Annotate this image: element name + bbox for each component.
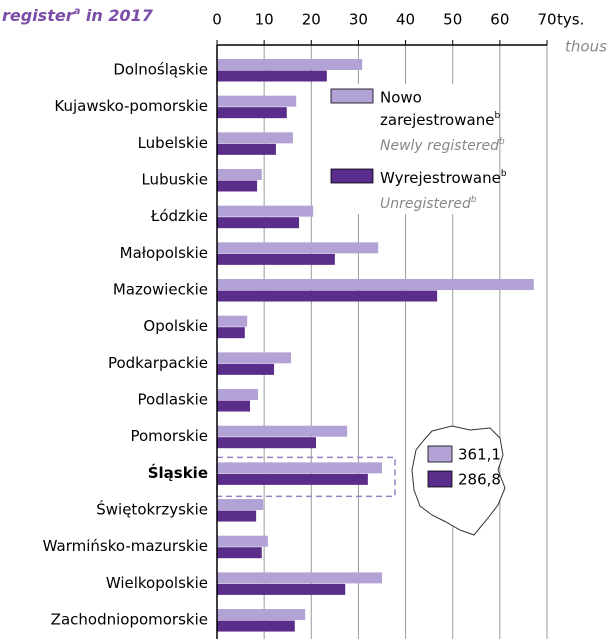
bar — [217, 437, 316, 449]
legend-label-en: Unregisteredb — [380, 195, 477, 213]
bar — [217, 290, 438, 302]
bar — [217, 217, 300, 229]
legend-label-part: zarejestrowane — [380, 111, 494, 129]
legend-sup: b — [501, 169, 507, 179]
bar — [217, 389, 259, 401]
legend-en-text: Unregistered — [380, 196, 471, 212]
bar — [217, 242, 379, 254]
y-tick-label: Łódzkie — [150, 207, 208, 225]
y-tick-label: Mazowieckie — [113, 281, 208, 299]
y-tick-label: Małopolskie — [120, 244, 208, 262]
bar — [217, 572, 382, 584]
bar — [217, 400, 250, 412]
y-tick-label: Zachodniopomorskie — [51, 611, 208, 629]
bar — [217, 510, 257, 522]
legend-swatch — [330, 168, 374, 184]
bar — [217, 547, 262, 559]
y-tick-label: Lubuskie — [141, 171, 208, 189]
bar — [217, 473, 368, 485]
legend-en-sup: b — [471, 195, 477, 205]
y-tick-label: Pomorskie — [130, 427, 208, 445]
x-tick-label: 0 — [212, 11, 222, 29]
y-tick-label: Podlaskie — [138, 391, 208, 409]
legend-swatch — [330, 88, 374, 104]
bar — [217, 253, 335, 265]
legend-bg — [325, 84, 497, 214]
bar — [217, 107, 287, 119]
bar — [217, 499, 264, 511]
bar — [217, 315, 248, 327]
bar — [217, 352, 292, 364]
legend-en-text: Newly registered — [380, 138, 499, 154]
total-swatch — [427, 445, 453, 463]
bar — [217, 609, 306, 621]
bar — [217, 279, 534, 291]
legend-label: Wyrejestrowaneb — [380, 169, 507, 187]
total-swatch — [427, 470, 453, 488]
x-tick-label: 40 — [396, 11, 415, 29]
x-tick-label: 30 — [349, 11, 368, 29]
y-tick-label: Kujawsko-pomorskie — [54, 97, 208, 115]
bar — [217, 180, 258, 192]
bar — [217, 583, 346, 595]
y-tick-label: Świętokrzyskie — [96, 500, 208, 519]
title-sup: a — [74, 6, 81, 17]
legend-label: Nowo — [380, 89, 422, 107]
total-label: 361,1 — [458, 446, 501, 464]
bar — [217, 169, 262, 181]
x-tick-label: 50 — [443, 11, 462, 29]
y-tick-label: Śląskie — [148, 463, 208, 482]
legend-label-part: Wyrejestrowane — [380, 169, 501, 187]
bar — [217, 59, 363, 70]
unit-label-en: thous — [565, 38, 607, 56]
unit-label: tys. — [557, 11, 584, 29]
title-text: register — [2, 6, 75, 25]
bar — [217, 535, 268, 547]
y-tick-label: Opolskie — [143, 317, 208, 335]
bar — [217, 132, 293, 144]
x-tick-label: 10 — [255, 11, 274, 29]
legend-label-cont: zarejestrowaneb — [380, 111, 500, 129]
bar — [217, 462, 382, 474]
y-tick-label: Podkarpackie — [108, 354, 208, 372]
x-tick-label: 70 — [537, 11, 556, 29]
bar — [217, 95, 297, 107]
total-label: 286,8 — [458, 471, 501, 489]
legend-en-sup: b — [499, 137, 505, 147]
legend-sup: b — [494, 111, 500, 121]
x-tick-label: 60 — [490, 11, 509, 29]
y-tick-label: Warmińsko-mazurskie — [43, 537, 208, 555]
chart-title: registera in 2017 — [2, 6, 154, 25]
x-tick-label: 20 — [302, 11, 321, 29]
bar — [217, 620, 295, 632]
y-tick-label: Wielkopolskie — [106, 574, 208, 592]
bar — [217, 425, 348, 437]
bar — [217, 143, 276, 155]
legend-label-en: Newly registeredb — [380, 137, 505, 155]
bar — [217, 70, 327, 82]
y-tick-label: Dolnośląskie — [113, 61, 208, 79]
bar — [217, 205, 314, 217]
bar — [217, 327, 245, 339]
bar — [217, 363, 275, 375]
title-rest: in 2017 — [80, 6, 153, 25]
y-tick-label: Lubelskie — [138, 134, 208, 152]
